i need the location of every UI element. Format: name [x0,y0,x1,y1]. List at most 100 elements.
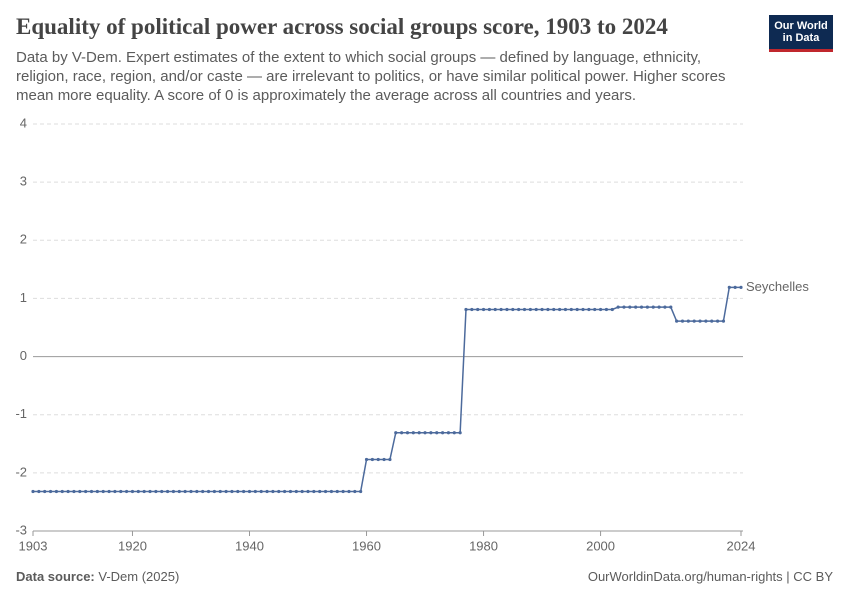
point [645,305,649,309]
series-line [33,286,741,493]
point [206,489,211,494]
point [195,489,199,494]
point [394,431,398,435]
y-tick-label: 0 [20,348,27,363]
point [31,489,35,494]
point [522,307,527,312]
point [283,489,287,494]
point [470,307,474,312]
y-tick-label: -2 [15,464,27,479]
point [458,431,462,435]
point [89,489,94,494]
point [212,489,216,494]
point [236,489,240,494]
point [335,489,339,494]
point [329,489,334,494]
point [540,307,544,312]
y-tick-label: 4 [20,115,27,130]
point [680,319,685,323]
point [727,285,731,289]
footer-link[interactable]: OurWorldinData.org/human-rights | CC BY [587,569,833,584]
point [60,489,64,494]
point [476,307,480,312]
point [388,457,392,462]
point [405,431,410,435]
point [54,489,59,494]
x-tick-label: 1980 [469,538,498,553]
point [323,489,328,494]
chart-title: Equality of political power across socia… [16,14,668,39]
point [499,307,503,312]
point [300,489,304,494]
point [721,319,726,323]
point [493,307,497,312]
point [487,307,491,312]
point [78,489,82,494]
point [546,307,550,312]
point [37,489,41,494]
point [125,489,129,494]
point [189,489,193,494]
point [347,489,351,494]
point [710,319,714,323]
point [306,489,310,494]
point [675,319,679,323]
point [288,489,293,494]
point [201,489,205,494]
x-tick-label: 2024 [727,538,756,553]
x-tick-label: 2000 [586,538,615,553]
point [452,431,456,435]
point [253,489,257,494]
point [481,307,486,312]
point [423,431,427,435]
point [400,431,404,435]
point [628,305,632,309]
point [84,489,88,494]
point [130,489,135,494]
point [353,489,357,494]
point [177,489,181,494]
point [95,489,99,494]
point [587,307,591,312]
point [598,307,603,312]
point [663,305,667,309]
y-tick-label: 3 [20,174,27,189]
point [417,431,421,435]
logo-text: Our World [774,20,828,32]
logo-text: in Data [782,32,820,44]
point [715,319,720,323]
point [101,489,105,494]
point [698,319,702,323]
point [294,489,298,494]
point [183,489,187,494]
point [604,307,609,312]
logo[interactable]: Our World in Data [769,15,833,52]
point [376,457,380,462]
point [739,285,743,289]
point [558,307,562,312]
point [230,489,234,494]
point [634,305,638,309]
point [581,307,585,312]
point [610,307,614,312]
point [511,307,515,312]
point [692,319,696,323]
point [72,489,76,494]
source-label: Data source: [16,569,95,584]
point [657,305,661,309]
point [154,489,158,494]
point [616,305,620,309]
point [218,489,222,494]
point [107,489,111,494]
point [119,489,123,494]
point [277,489,281,494]
y-tick-label: 2 [20,232,27,247]
point [528,307,532,312]
point [142,489,146,494]
x-tick-label: 1940 [235,538,264,553]
point [593,307,597,312]
point [382,457,386,462]
y-tick-label: -3 [15,522,27,537]
